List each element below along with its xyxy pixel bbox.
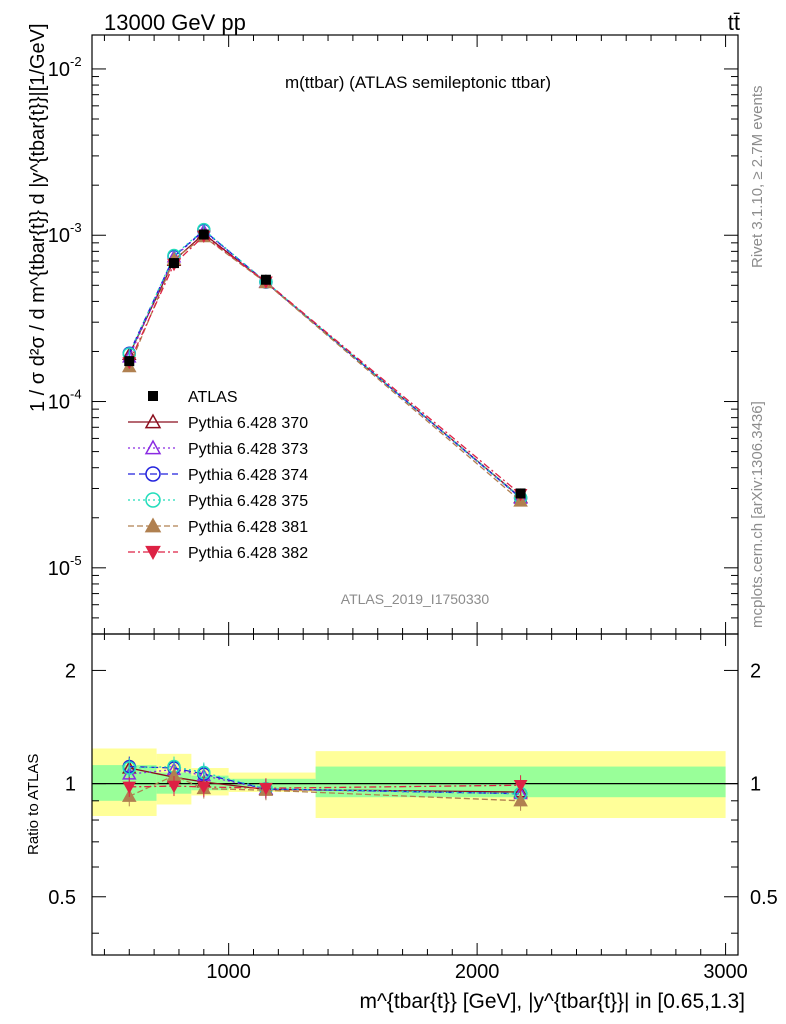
series-line — [128, 228, 522, 499]
ratio-y-tick-label-right: 0.5 — [750, 887, 778, 909]
ratio-marker — [167, 780, 181, 794]
data-point — [198, 229, 209, 240]
y-tick-exponent: -2 — [70, 54, 82, 69]
legend-marker — [145, 545, 161, 561]
ratio-y-tick-label-right: 1 — [750, 774, 761, 796]
mcplots-label: mcplots.cern.ch [arXiv:1306.3436] — [749, 401, 766, 628]
legend-marker — [148, 391, 158, 401]
y-tick-label: 10 — [48, 392, 70, 414]
ratio-y-tick-label: 0.5 — [48, 887, 76, 909]
legend-label: Pythia 6.428 370 — [188, 415, 308, 432]
legend: ATLAS Pythia 6.428 370 Pythia 6.428 373 Pyt… — [128, 389, 308, 562]
y-tick-exponent: -3 — [70, 220, 82, 235]
rivet-version-label: Rivet 3.1.10, ≥ 2.7M events — [749, 86, 766, 269]
data-point — [515, 488, 526, 499]
process-label: tt̄ — [728, 10, 740, 35]
y-tick-exponent: -4 — [70, 387, 82, 402]
x-tick-label: 3000 — [703, 961, 748, 983]
x-tick-label: 2000 — [455, 961, 500, 983]
ratio-plot-frame — [91, 633, 739, 956]
legend-marker — [145, 492, 161, 508]
ratio-marker — [259, 782, 273, 796]
series-line — [128, 235, 522, 502]
ratio-marker — [513, 779, 528, 793]
y-tick-label: 10 — [48, 225, 70, 247]
plot-title: m(ttbar) (ATLAS semileptonic ttbar) — [285, 73, 551, 92]
main-series — [121, 222, 528, 507]
ratio-marker — [122, 781, 137, 794]
legend-label: Pythia 6.428 373 — [188, 441, 308, 458]
legend-label: Pythia 6.428 375 — [188, 493, 308, 510]
series-line — [128, 230, 522, 499]
legend-label: Pythia 6.428 381 — [188, 519, 308, 536]
legend-label: ATLAS — [188, 389, 238, 406]
ratio-marker — [122, 761, 137, 775]
legend-marker — [144, 413, 162, 429]
legend-label: Pythia 6.428 382 — [188, 545, 308, 562]
x-axis-label: m^{tbar{t}} [GeV], |y^{tbar{t}}| in [0.6… — [359, 990, 745, 1013]
analysis-tag: ATLAS_2019_I1750330 — [341, 591, 490, 607]
y-tick-label: 10 — [48, 558, 70, 580]
ratio-series-line — [129, 784, 521, 789]
ratio-marker — [196, 781, 211, 794]
legend-marker — [145, 466, 161, 482]
legend-label: Pythia 6.428 374 — [188, 467, 308, 484]
y-tick-label: 10 — [48, 59, 70, 81]
data-point — [124, 356, 135, 367]
legend-marker — [144, 439, 162, 455]
ratio-series — [121, 756, 528, 811]
data-point — [260, 274, 271, 285]
y-tick-exponent: -5 — [70, 553, 82, 568]
legend-marker — [144, 517, 162, 533]
series-line — [128, 235, 522, 495]
ratio-y-tick-label: 2 — [65, 660, 76, 682]
ratio-series-line — [129, 765, 521, 795]
band-inner — [92, 765, 157, 801]
x-tick-label: 1000 — [206, 961, 251, 983]
data-point — [168, 258, 179, 269]
y-axis-label-main: 1 / σ d²σ / d m^{tbar{t}} d |y^{tbar{t}}… — [27, 23, 49, 412]
energy-label: 13000 GeV pp — [104, 10, 246, 35]
y-axis-label-ratio: Ratio to ATLAS — [25, 754, 42, 855]
ratio-y-tick-label-right: 2 — [750, 660, 761, 682]
ratio-marker — [513, 793, 528, 807]
ratio-y-tick-label: 1 — [65, 774, 76, 796]
